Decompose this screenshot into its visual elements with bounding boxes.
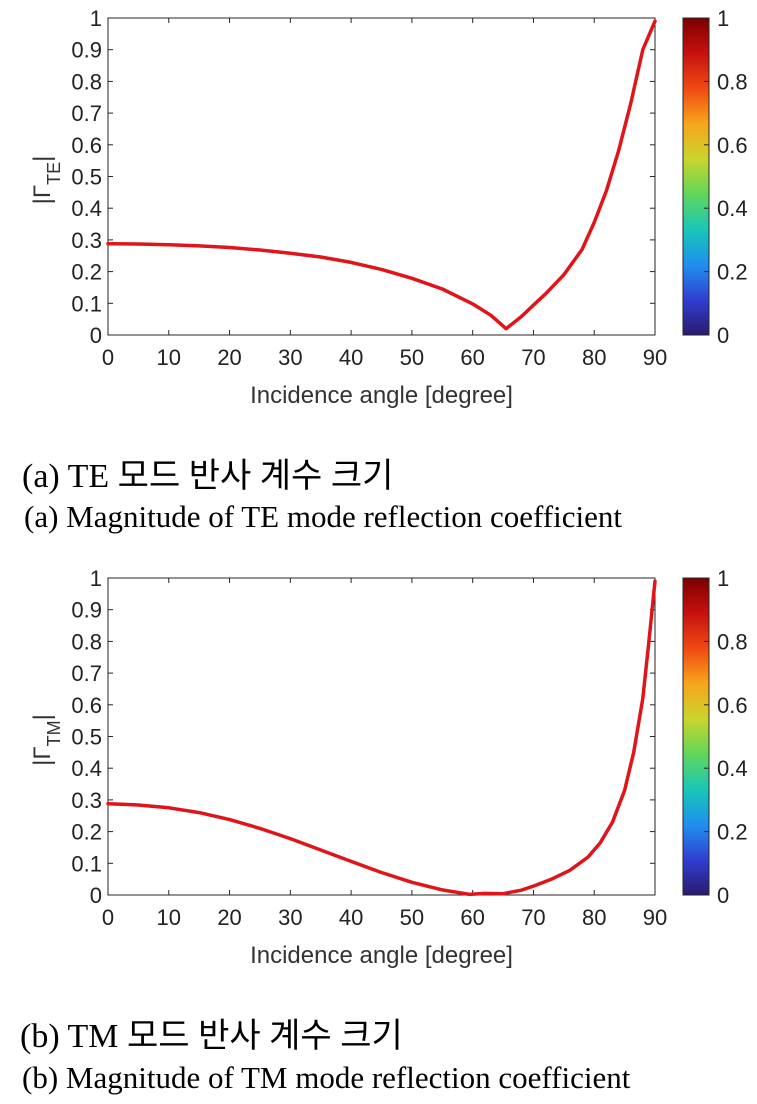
x-tick-label: 50 xyxy=(400,345,424,370)
x-tick-label: 20 xyxy=(217,345,241,370)
x-tick-label: 30 xyxy=(278,345,302,370)
y-tick-label: 0.4 xyxy=(71,196,102,221)
x-tick-label: 40 xyxy=(339,345,363,370)
x-tick-label: 90 xyxy=(643,345,667,370)
x-tick-label: 70 xyxy=(521,905,545,930)
x-tick-label: 0 xyxy=(102,345,114,370)
y-tick-label: 0.3 xyxy=(71,788,102,813)
colorbar xyxy=(682,577,710,896)
y-tick-label: 0.8 xyxy=(71,69,102,94)
y-tick-label: 0.7 xyxy=(71,661,102,686)
x-tick-label: 80 xyxy=(582,345,606,370)
y-tick-label: 0 xyxy=(90,323,102,348)
y-tick-label: 1 xyxy=(90,566,102,591)
figure-panel-a: |ΓTE| 0 10 20 30 40 50 60 70 80 90 0 0.1 0.2 0.3 0.4 0.… xyxy=(22,6,748,534)
colorbar-tick-label: 0.2 xyxy=(717,260,748,285)
colorbar-tick-label: 0.6 xyxy=(717,133,748,158)
series-line xyxy=(106,19,657,331)
y-tick-label: 0.9 xyxy=(71,38,102,63)
y-tick-label: 0.7 xyxy=(71,101,102,126)
x-tick-label: 50 xyxy=(400,905,424,930)
x-tick-label: 60 xyxy=(460,905,484,930)
colorbar-tick-label: 0.8 xyxy=(717,629,748,654)
y-tick-label: 0 xyxy=(90,883,102,908)
plot-area xyxy=(107,17,656,336)
y-tick-label: 0.1 xyxy=(71,851,102,876)
te-reflection-chart: |ΓTE| 0 10 20 30 40 50 60 70 80 9000.10.20.30.40.… xyxy=(29,6,748,409)
y-tick-label: 0.6 xyxy=(71,693,102,718)
y-tick-label: 0.5 xyxy=(71,725,102,750)
x-tick-label: 20 xyxy=(217,905,241,930)
x-tick-label: 10 xyxy=(157,905,181,930)
caption-korean: (b) TM 모드 반사 계수 크기 xyxy=(20,1018,403,1055)
caption-english: (b) Magnitude of TM mode reflection coef… xyxy=(22,1060,631,1095)
y-tick-label: 0.9 xyxy=(71,598,102,623)
y-axis-label: |ΓTE| xyxy=(29,156,64,205)
y-tick-label: 0.4 xyxy=(71,756,102,781)
x-axis-label: Incidence angle [degree] xyxy=(250,942,513,969)
colorbar-tick-label: 1 xyxy=(717,6,729,31)
colorbar-tick-label: 0.2 xyxy=(717,820,748,845)
plot-area xyxy=(107,577,656,896)
colorbar-tick-label: 0 xyxy=(717,883,729,908)
series-line xyxy=(106,579,657,897)
caption-korean: (a) TE 모드 반사 계수 크기 xyxy=(22,458,394,495)
y-tick-label: 1 xyxy=(90,6,102,31)
x-tick-label: 0 xyxy=(102,905,114,930)
x-tick-label: 30 xyxy=(278,905,302,930)
y-tick-label: 0.8 xyxy=(71,629,102,654)
colorbar-tick-label: 0 xyxy=(717,323,729,348)
x-tick-label: 70 xyxy=(521,345,545,370)
colorbar-tick-label: 0.8 xyxy=(717,69,748,94)
colorbar-tick-label: 1 xyxy=(717,566,729,591)
colorbar-tick-label: 0.4 xyxy=(717,756,748,781)
figure-panel-b: |ΓTM| 0 10 20 30 40 50 60 70 80 90 0 0.1 0.2 0.3 0.4 0.… xyxy=(0,560,757,1104)
colorbar xyxy=(682,17,710,336)
x-tick-label: 40 xyxy=(339,905,363,930)
y-tick-label: 0.6 xyxy=(71,133,102,158)
x-tick-label: 10 xyxy=(157,345,181,370)
x-axis-label: Incidence angle [degree] xyxy=(250,382,513,409)
y-axis-label: |ΓTM| xyxy=(29,714,64,766)
caption-english: (a) Magnitude of TE mode reflection coef… xyxy=(24,499,622,534)
x-tick-label: 80 xyxy=(582,905,606,930)
y-tick-label: 0.5 xyxy=(71,165,102,190)
y-tick-label: 0.1 xyxy=(71,291,102,316)
tm-reflection-chart: |ΓTM| 0 10 20 30 40 50 60 70 80 9000.10.20.30.40.… xyxy=(29,566,748,969)
x-tick-label: 90 xyxy=(643,905,667,930)
y-tick-label: 0.3 xyxy=(71,228,102,253)
y-tick-label: 0.2 xyxy=(71,260,102,285)
x-tick-label: 60 xyxy=(460,345,484,370)
y-tick-label: 0.2 xyxy=(71,820,102,845)
colorbar-tick-label: 0.4 xyxy=(717,196,748,221)
colorbar-tick-label: 0.6 xyxy=(717,693,748,718)
